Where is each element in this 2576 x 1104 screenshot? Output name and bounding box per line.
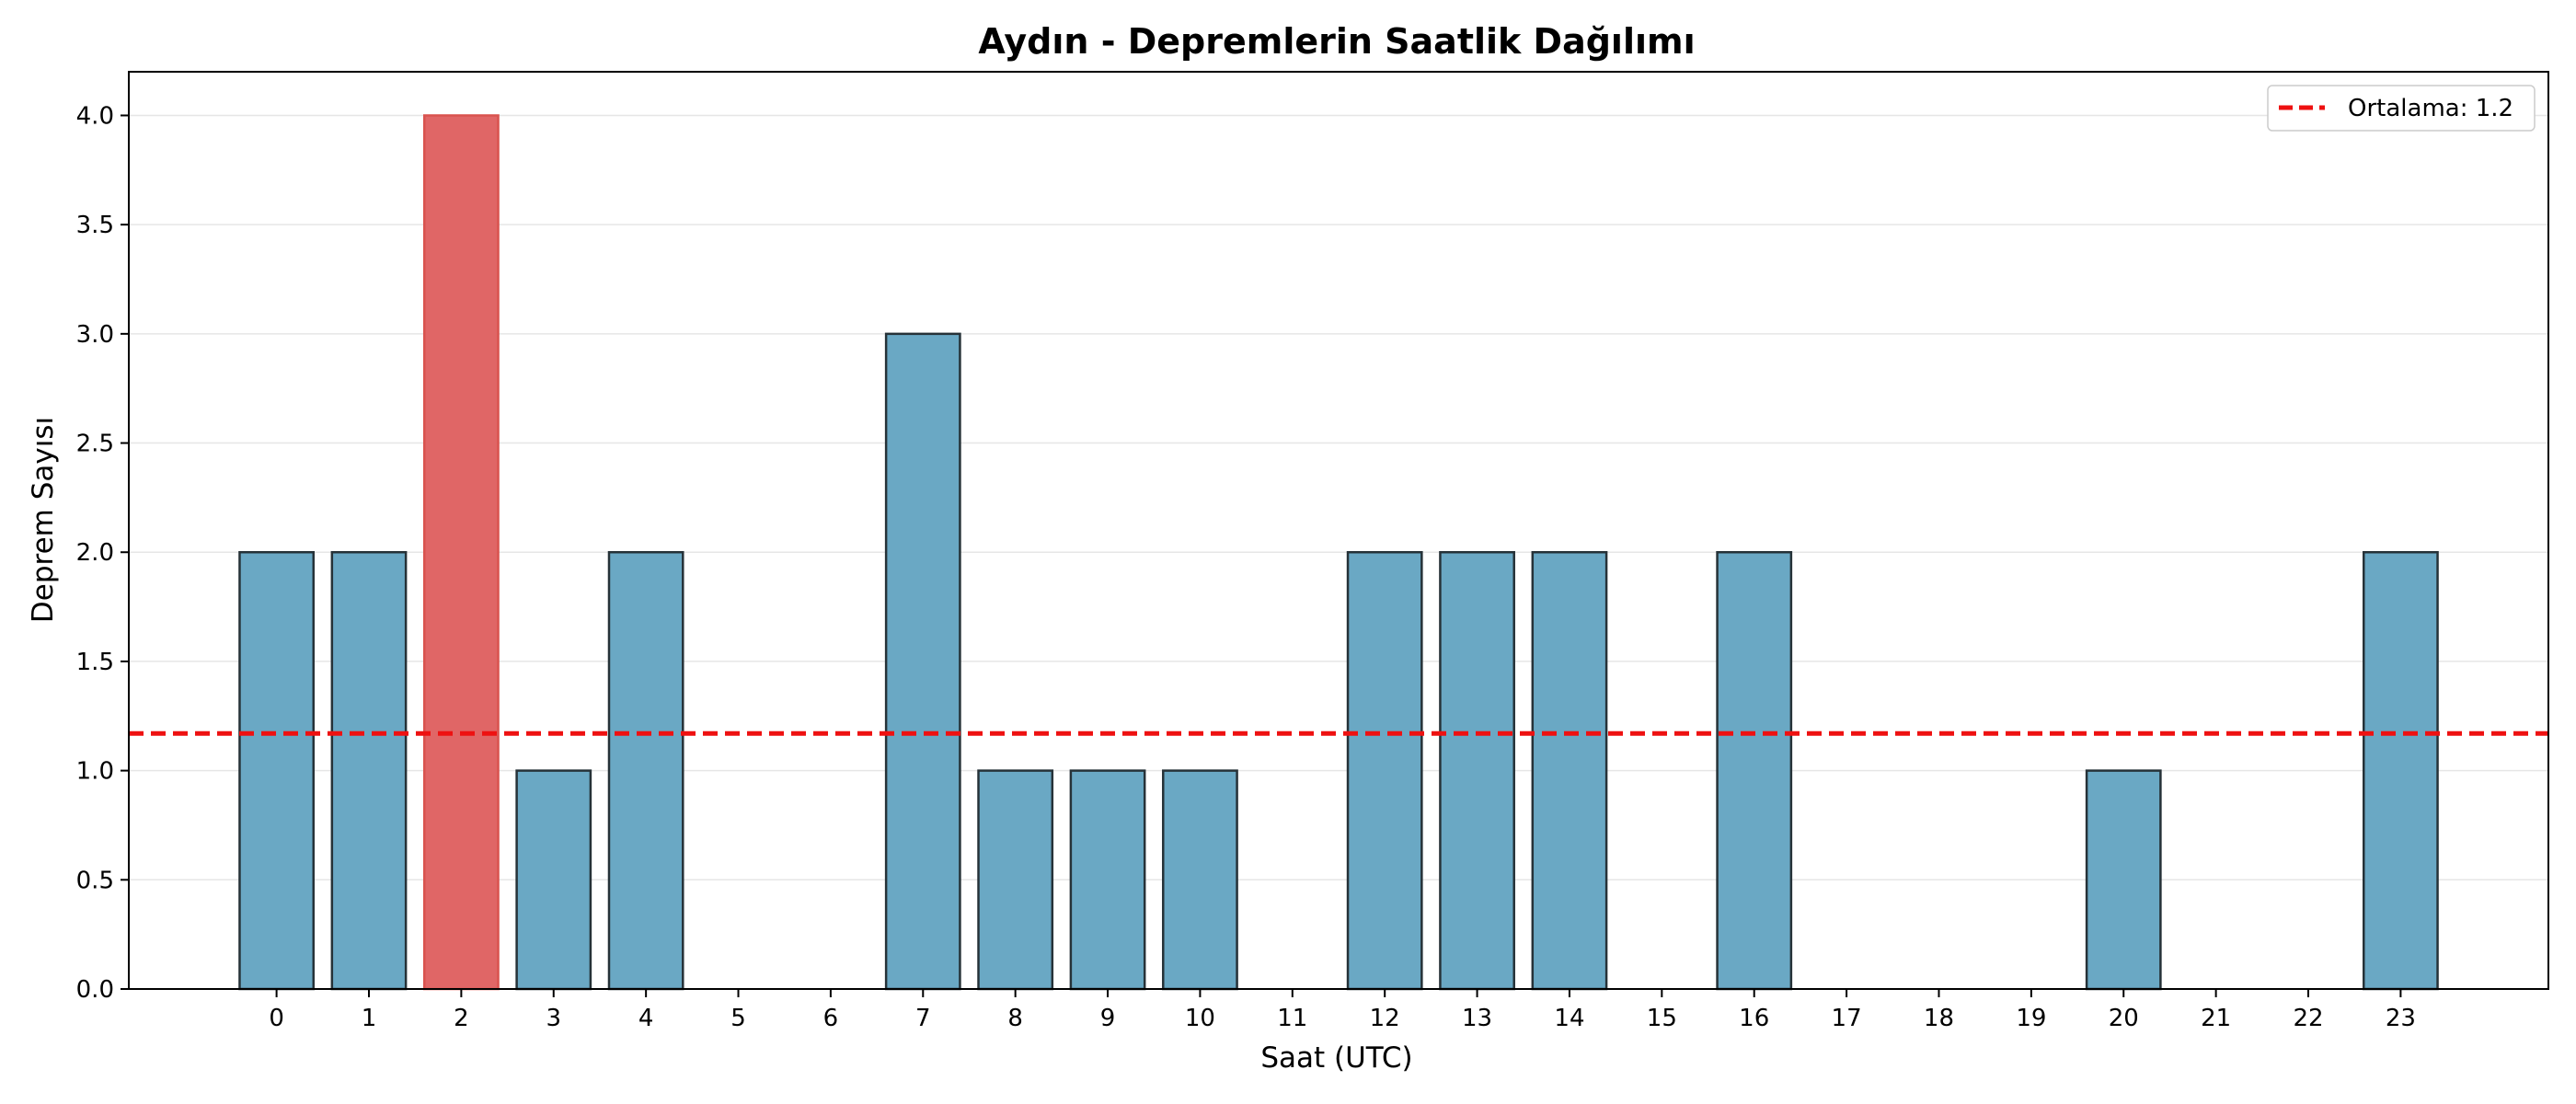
x-tick-label: 0 <box>269 1005 284 1032</box>
bar <box>2362 550 2439 991</box>
y-axis-label: Deprem Sayısı <box>27 417 60 623</box>
legend-box <box>2267 85 2536 132</box>
x-tick-label: 23 <box>2386 1005 2416 1032</box>
x-axis-ticks: 0 1 2 3 4 5 6 7 8 9 10 11 12 13 14 15 16 17 18 19 20 21 22 23 <box>269 989 2416 1032</box>
bar <box>330 550 408 991</box>
y-tick-label: 1.5 <box>76 649 114 676</box>
x-tick-label: 16 <box>1739 1005 1769 1032</box>
y-tick-label: 0.5 <box>76 867 114 894</box>
legend: Ortalama: 1.2 <box>2267 85 2536 132</box>
x-tick-label: 3 <box>546 1005 561 1032</box>
x-tick-label: 18 <box>1924 1005 1954 1032</box>
x-axis-label: Saat (UTC) <box>1260 1041 1412 1075</box>
bars <box>238 114 2439 991</box>
x-tick-label: 13 <box>1462 1005 1492 1032</box>
bar <box>1346 550 1423 991</box>
x-tick-label: 21 <box>2201 1005 2231 1032</box>
x-tick-label: 19 <box>2016 1005 2046 1032</box>
bar <box>607 550 684 991</box>
x-tick-label: 22 <box>2293 1005 2323 1032</box>
y-tick-label: 2.0 <box>76 539 114 567</box>
y-tick-label: 2.5 <box>76 431 114 458</box>
y-tick-label: 1.0 <box>76 758 114 786</box>
y-tick-label: 3.0 <box>76 321 114 349</box>
bar <box>2085 769 2162 991</box>
x-tick-label: 4 <box>638 1005 654 1032</box>
bar <box>1439 550 1515 991</box>
x-tick-label: 10 <box>1185 1005 1215 1032</box>
bar <box>977 769 1054 991</box>
bar <box>422 114 500 991</box>
bar <box>1162 769 1238 991</box>
bar <box>515 769 592 991</box>
x-tick-label: 7 <box>915 1005 931 1032</box>
chart-title: Aydın - Depremlerin Saatlik Dağılımı <box>978 21 1695 62</box>
x-tick-label: 15 <box>1647 1005 1677 1032</box>
x-tick-label: 12 <box>1370 1005 1400 1032</box>
plot-frame <box>128 71 2549 990</box>
x-tick-label: 2 <box>454 1005 469 1032</box>
x-tick-label: 6 <box>823 1005 839 1032</box>
x-tick-label: 14 <box>1554 1005 1584 1032</box>
x-tick-label: 17 <box>1832 1005 1862 1032</box>
x-tick-label: 8 <box>1007 1005 1023 1032</box>
bar <box>1716 550 1793 991</box>
bar <box>238 550 316 991</box>
x-tick-label: 5 <box>730 1005 746 1032</box>
x-tick-label: 9 <box>1100 1005 1116 1032</box>
bar <box>884 332 961 991</box>
x-tick-label: 1 <box>362 1005 377 1032</box>
x-tick-label: 20 <box>2109 1005 2139 1032</box>
legend-mean-label: Ortalama: 1.2 <box>2348 95 2513 122</box>
x-tick-label: 11 <box>1277 1005 1307 1032</box>
y-tick-label: 4.0 <box>76 102 114 130</box>
bar <box>1069 769 1146 991</box>
y-axis-ticks: 0.0 0.5 1.0 1.5 2.0 2.5 3.0 3.5 4.0 <box>76 102 129 1004</box>
y-tick-label: 0.0 <box>76 976 114 1004</box>
y-tick-label: 3.5 <box>76 212 114 239</box>
bar <box>1531 550 1608 991</box>
